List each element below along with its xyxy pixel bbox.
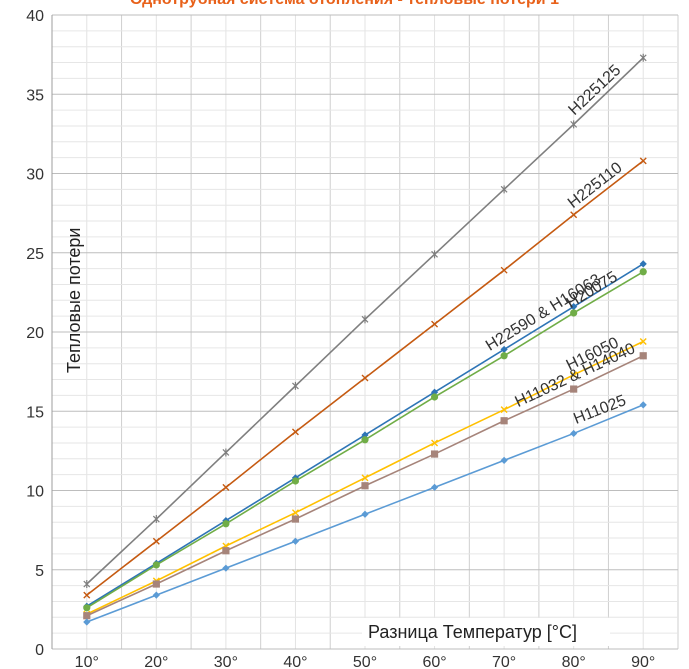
y-tick-label: 0 [35,642,44,659]
y-tick-label: 5 [35,563,44,580]
y-tick-label: 25 [26,246,44,263]
y-tick-label: 40 [26,8,44,25]
data-point [640,352,647,359]
data-point [361,436,368,443]
x-tick-label: 60° [422,654,446,669]
data-point [501,457,508,464]
data-point [292,382,298,390]
data-point [292,477,299,484]
data-point [153,580,160,587]
x-tick-label: 80° [562,654,586,669]
x-tick-label: 10° [75,654,99,669]
x-tick-label: 90° [631,654,655,669]
data-point [153,515,159,523]
y-tick-label: 35 [26,87,44,104]
x-tick-label: 20° [144,654,168,669]
data-point [222,520,229,527]
x-axis-label: Разница Температур [°C] [368,622,577,642]
data-point [361,482,368,489]
x-tick-label: 30° [214,654,238,669]
x-tick-label: 40° [283,654,307,669]
data-point [501,352,508,359]
y-tick-label: 20 [26,325,44,342]
data-point [640,54,646,62]
data-point [84,580,90,588]
data-point [361,511,368,518]
y-tick-label: 30 [26,167,44,184]
data-point [83,604,90,611]
data-point [431,484,438,491]
data-point [83,612,90,619]
data-point [431,393,438,400]
data-point [292,538,299,545]
data-point [570,430,577,437]
data-point [571,120,577,128]
data-point [222,547,229,554]
y-tick-label: 10 [26,484,44,501]
data-point [640,260,647,267]
data-point [640,268,647,275]
y-axis-label: Тепловые потери [64,228,84,373]
y-tick-label: 15 [26,404,44,421]
data-point [292,515,299,522]
data-point [432,250,438,258]
x-tick-label: 70° [492,654,516,669]
data-point [640,401,647,408]
axis-titles: Разница Температур [°C] Тепловые потери [64,228,610,646]
x-tick-label: 50° [353,654,377,669]
data-point [362,315,368,323]
data-point [222,565,229,572]
data-point [83,618,90,625]
data-point [431,450,438,457]
data-point [153,592,160,599]
data-point [153,561,160,568]
data-point [501,417,508,424]
data-point [223,448,229,456]
